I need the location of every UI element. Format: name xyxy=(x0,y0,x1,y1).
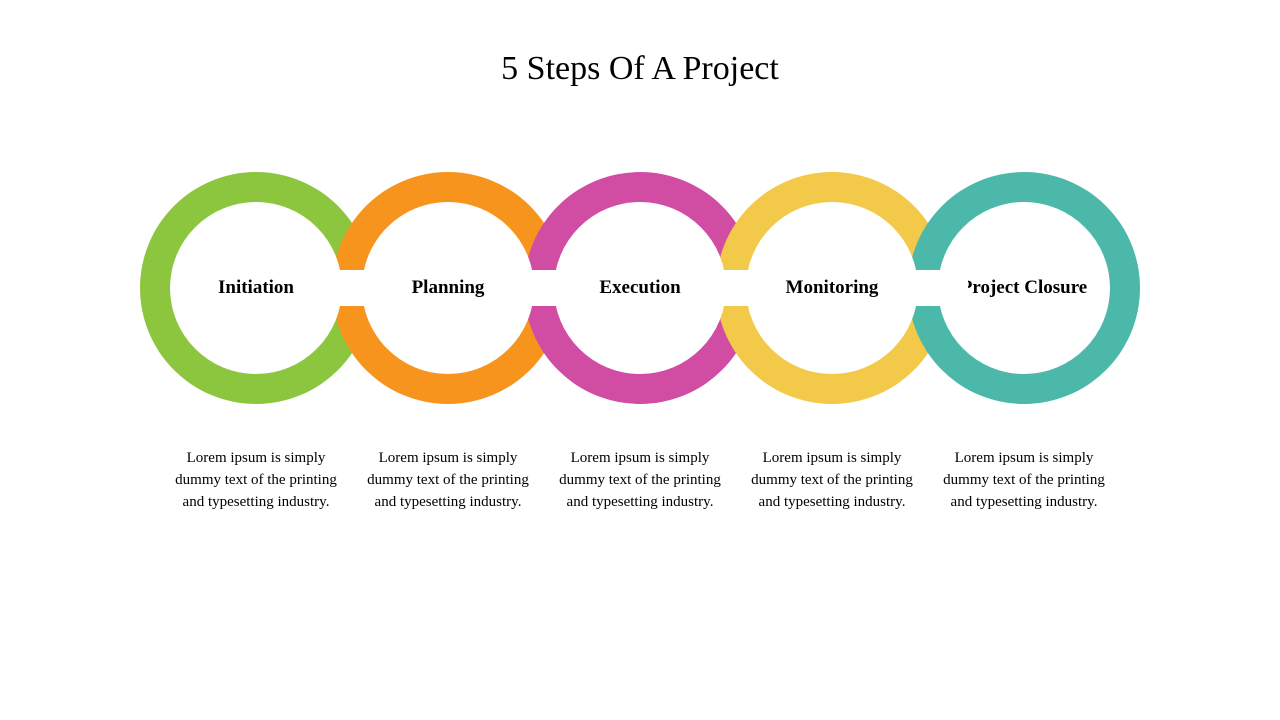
step-ring-5: Project Closure xyxy=(908,172,1140,404)
step-label: Initiation xyxy=(218,277,294,299)
steps-row: Initiation Planning Execution Monitoring xyxy=(60,168,1220,408)
step-label: Project Closure xyxy=(961,277,1087,299)
descriptions-row: Lorem ipsum is simply dummy text of the … xyxy=(60,448,1220,513)
connector-band-left xyxy=(696,270,756,306)
connector-band-left xyxy=(312,270,372,306)
connector-band-left xyxy=(888,270,948,306)
connector-band-left xyxy=(504,270,564,306)
step-label: Planning xyxy=(412,277,485,299)
step-label: Monitoring xyxy=(786,277,879,299)
slide-title: 5 Steps Of A Project xyxy=(60,50,1220,88)
step-label: Execution xyxy=(599,277,680,299)
slide-container: 5 Steps Of A Project Initiation Planning… xyxy=(0,0,1280,720)
step-description: Lorem ipsum is simply dummy text of the … xyxy=(908,448,1140,513)
